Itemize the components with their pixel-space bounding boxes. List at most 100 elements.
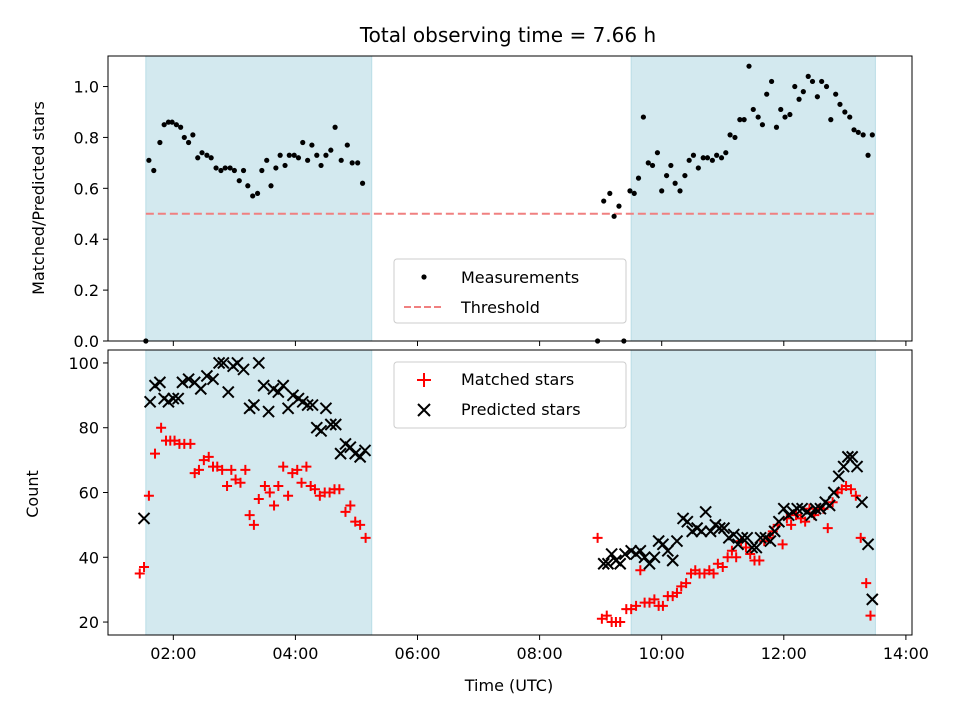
measurement-point xyxy=(190,132,196,138)
matched-star-point xyxy=(360,532,371,543)
legend-ratio-box xyxy=(393,258,627,324)
panel-count: 20 40 60 80 100 02:00 04:00 06:00 08:00 10:00 12:… xyxy=(23,349,929,695)
measurement-point xyxy=(213,165,219,171)
measurement-point xyxy=(231,167,237,174)
matched-star-point xyxy=(309,484,320,495)
matched-star-point xyxy=(592,532,603,543)
legend-predicted-label: Predicted stars xyxy=(461,400,581,419)
predicted-star-point xyxy=(237,363,250,376)
predicted-star-point xyxy=(823,499,836,512)
measurement-point xyxy=(768,78,775,85)
predicted-star-point xyxy=(329,418,342,431)
predicted-star-point xyxy=(194,382,208,396)
matched-star-point xyxy=(269,500,280,511)
predicted-star-point xyxy=(212,356,226,370)
measurement-point xyxy=(250,193,256,199)
measurement-point xyxy=(668,162,674,169)
x-tick-label: 08:00 xyxy=(517,644,563,663)
measurement-point xyxy=(741,117,747,123)
predicted-star-point xyxy=(200,369,214,383)
measurement-point xyxy=(773,124,780,130)
matched-star-point xyxy=(671,587,682,598)
measurement-point xyxy=(700,155,706,161)
predicted-star-point xyxy=(182,372,195,386)
measurement-point xyxy=(291,152,297,158)
predicted-star-point xyxy=(670,534,684,548)
predicted-star-point xyxy=(717,521,731,535)
chart-title: Total observing time = 7.66 h xyxy=(359,23,656,47)
predicted-star-point xyxy=(768,525,781,538)
measurement-point xyxy=(204,152,210,158)
predicted-star-point xyxy=(841,450,855,464)
measurement-point xyxy=(295,155,302,161)
measurement-point xyxy=(663,172,670,179)
predicted-star-point xyxy=(206,372,220,386)
predicted-star-point xyxy=(656,538,670,551)
predicted-star-point xyxy=(222,385,235,399)
measurement-point xyxy=(778,106,784,113)
measurement-point xyxy=(165,119,172,125)
y-tick-label: 20 xyxy=(79,613,99,632)
measurement-point xyxy=(328,147,334,153)
predicted-star-point xyxy=(845,450,859,464)
measurement-point xyxy=(259,167,265,174)
measurement-point xyxy=(185,139,192,146)
measurement-point xyxy=(318,162,324,169)
matched-star-point xyxy=(845,484,856,495)
predicted-star-point xyxy=(153,376,167,389)
matched-star-point xyxy=(193,464,204,475)
measurement-point xyxy=(764,91,770,97)
measurement-point xyxy=(869,132,875,138)
predicted-star-point xyxy=(736,531,749,545)
legend-measurements-marker xyxy=(421,274,427,280)
matched-star-point xyxy=(726,545,737,556)
measurement-point xyxy=(222,165,228,171)
measurement-point xyxy=(865,152,871,158)
predicted-star-point xyxy=(731,538,745,551)
measurement-point xyxy=(173,122,179,128)
predicted-star-point xyxy=(643,557,656,570)
predicted-star-point xyxy=(634,544,647,558)
predicted-star-point xyxy=(597,557,610,570)
measurement-point xyxy=(349,160,355,166)
observing-window-2 xyxy=(630,55,876,342)
y-tick-label: 1.0 xyxy=(74,78,99,97)
measurement-point xyxy=(635,175,642,181)
panel-ratio-xticks xyxy=(172,341,907,346)
predicted-star-point xyxy=(358,444,372,457)
measurement-point xyxy=(236,178,242,184)
matched-star-point xyxy=(615,617,626,628)
measurement-point xyxy=(181,134,187,141)
measurement-point xyxy=(690,152,697,158)
legend-count-box xyxy=(393,361,627,429)
measurement-point xyxy=(169,119,175,125)
predicted-star-point xyxy=(301,398,314,412)
panel-ratio-ylabel: Matched/Predicted stars xyxy=(29,101,48,295)
y-tick-label: 40 xyxy=(79,548,99,567)
measurement-point xyxy=(227,165,233,171)
measurement-point xyxy=(264,157,270,163)
predicted-star-point xyxy=(334,447,347,460)
y-tick-label: 0.0 xyxy=(74,332,99,351)
matched-star-point xyxy=(248,519,259,530)
observing-window-1 xyxy=(145,55,373,342)
measurement-point xyxy=(355,160,361,166)
matched-star-point xyxy=(861,578,872,589)
measurement-point xyxy=(654,150,661,156)
matched-star-point xyxy=(244,510,255,521)
measurement-point xyxy=(240,167,247,174)
matched-star-point xyxy=(217,464,228,475)
matched-star-point xyxy=(283,490,294,501)
matched-star-point xyxy=(708,568,719,579)
measurement-point xyxy=(851,127,857,133)
measurement-point xyxy=(607,190,613,197)
predicted-star-point xyxy=(262,405,275,418)
matched-star-point xyxy=(259,481,270,492)
legend-measurements-label: Measurements xyxy=(461,268,579,287)
measurement-point xyxy=(161,122,167,128)
matched-star-point xyxy=(264,487,275,498)
predicted-star-point xyxy=(143,395,157,409)
matched-star-point xyxy=(139,561,150,572)
measurement-point xyxy=(833,91,839,97)
measurement-point xyxy=(714,152,720,158)
